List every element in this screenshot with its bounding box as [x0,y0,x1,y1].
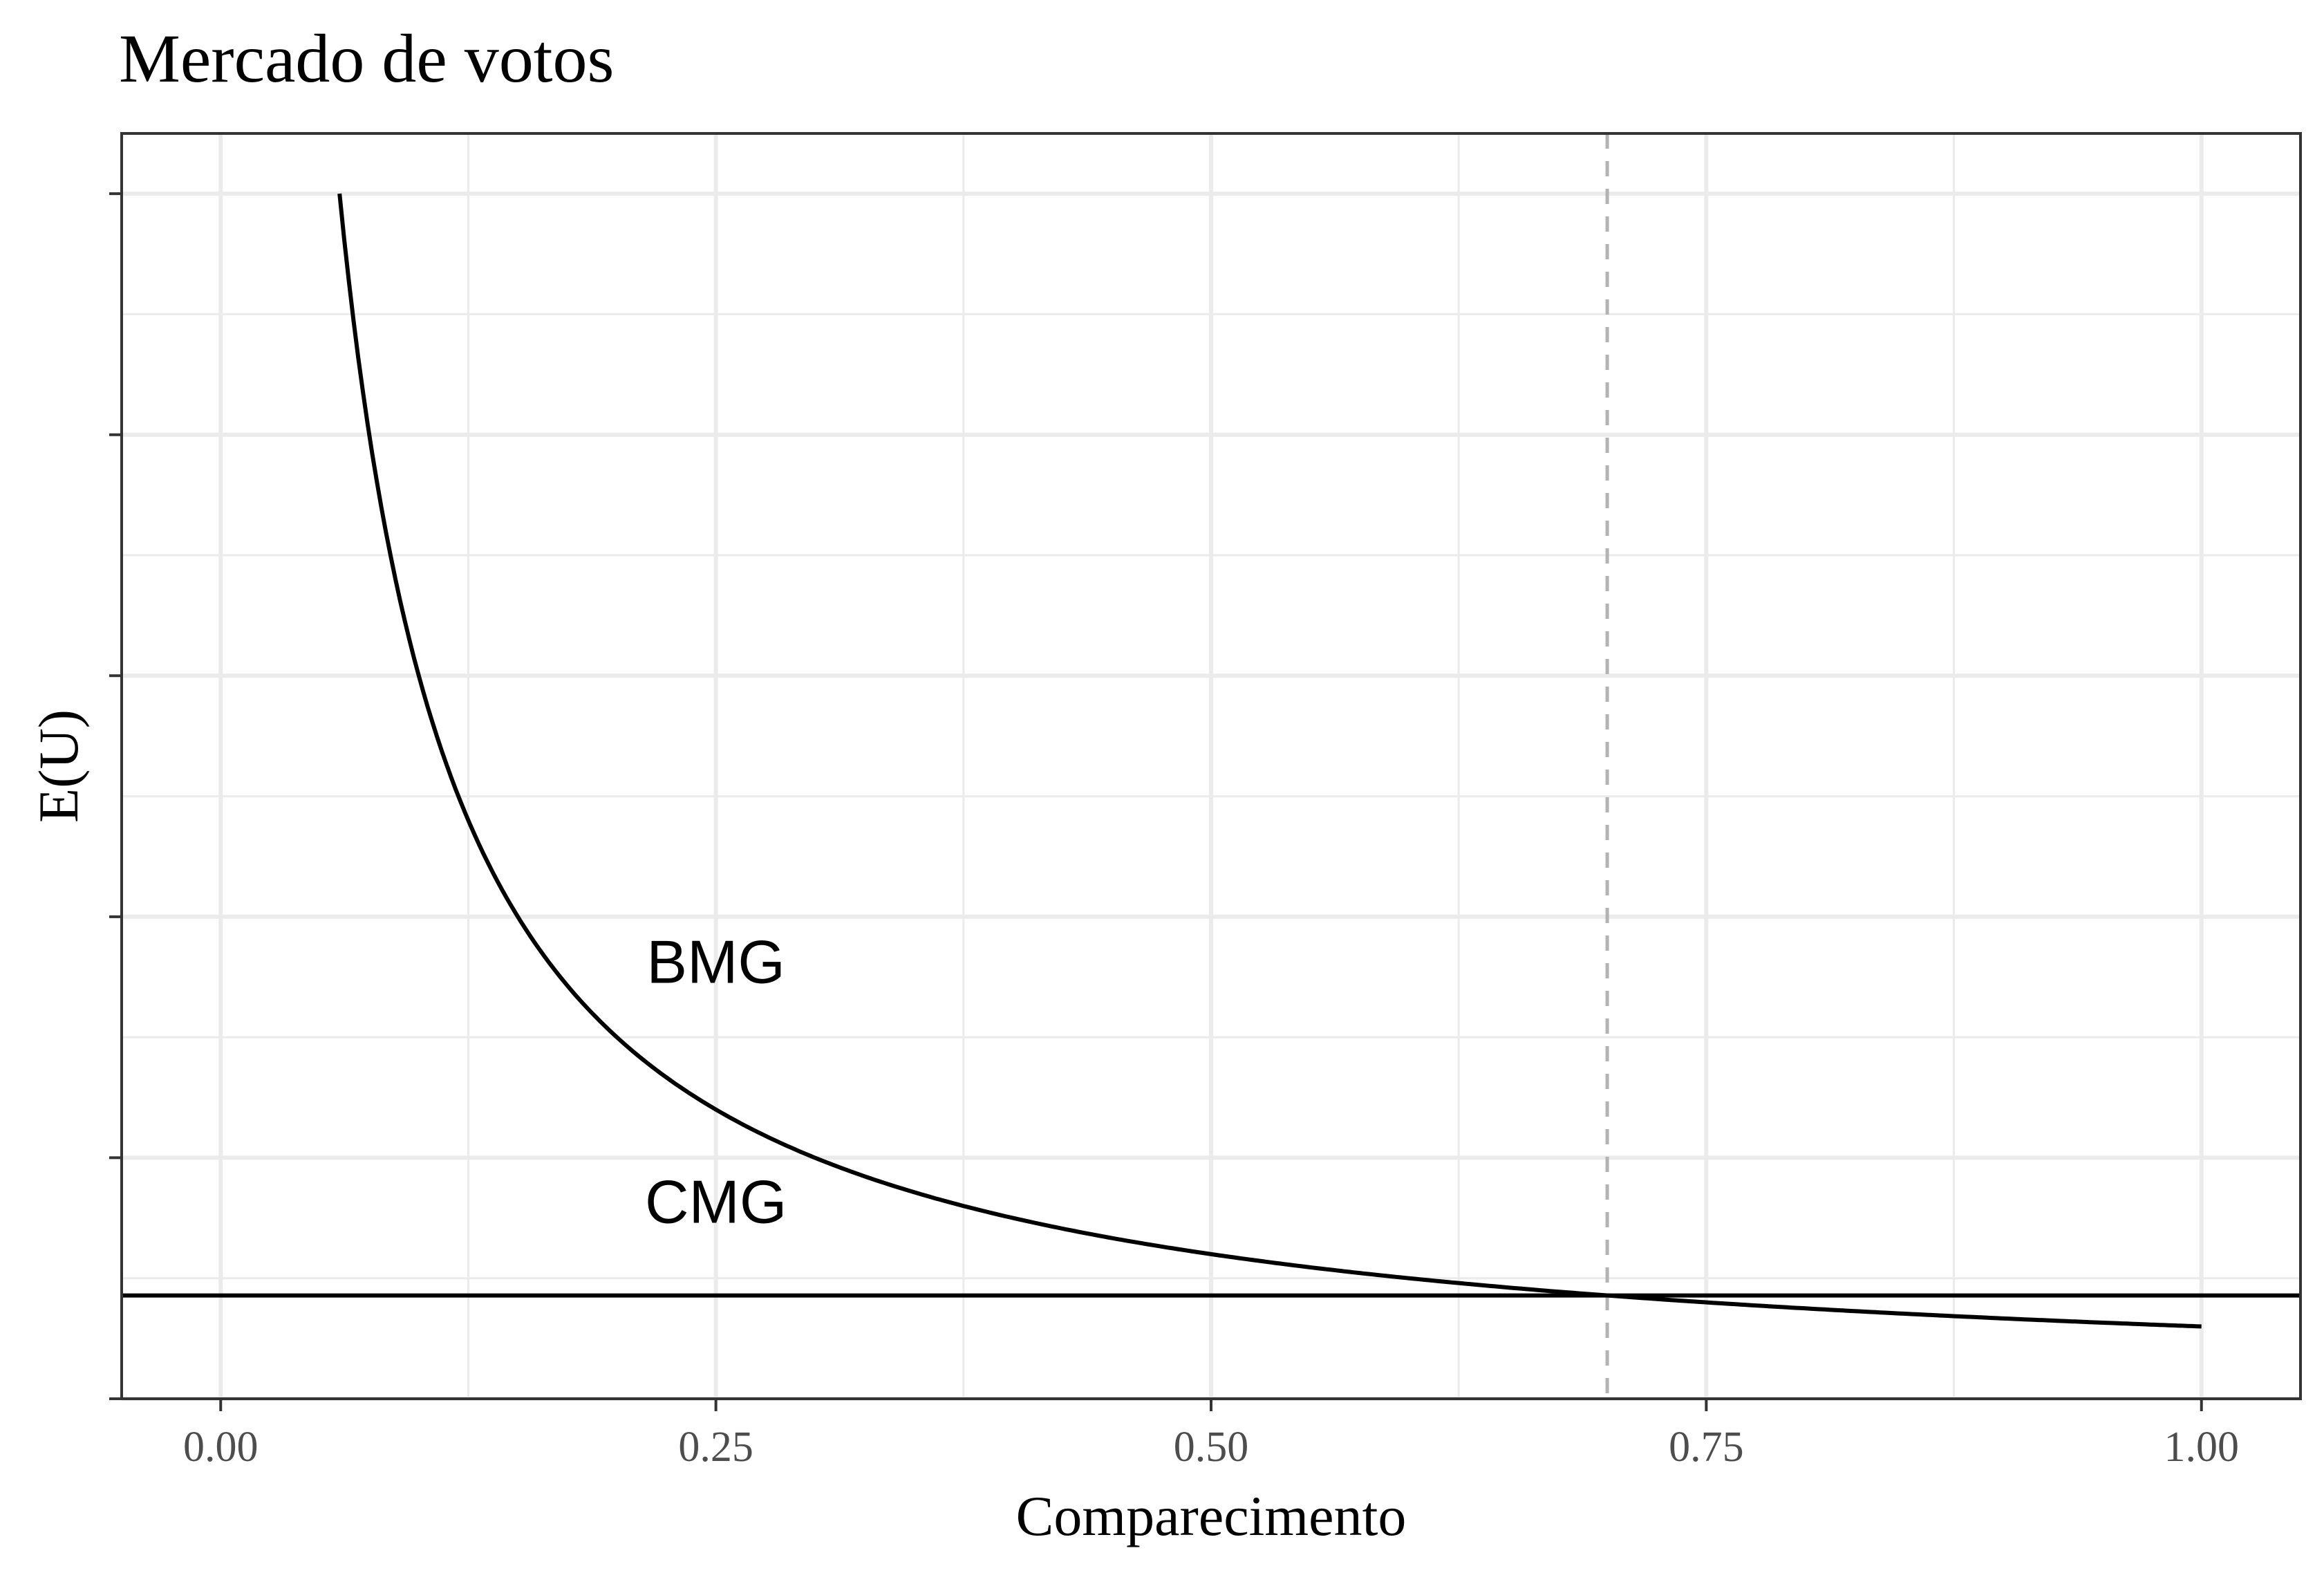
annotation-bmg: BMG [646,928,785,996]
x-tick-label: 1.00 [2164,1424,2239,1471]
x-tick-label: 0.25 [678,1424,753,1471]
y-axis-title: E(U) [27,709,90,823]
x-tick-label: 0.75 [1669,1424,1744,1471]
x-tick-label: 0.00 [183,1424,259,1471]
x-axis-ticks: 0.00 0.25 0.50 0.75 1.00 [183,1399,2239,1471]
y-axis-ticks [109,192,122,1400]
grid-major [122,133,2300,1401]
annotations: BMG CMG [645,928,787,1236]
x-axis-title: Comparecimento [1016,1484,1407,1547]
series-group [122,193,2300,1329]
annotation-cmg: CMG [645,1168,787,1236]
chart-title: Mercado de votos [119,20,614,97]
series-line-bmg [337,193,2202,1329]
x-tick-label: 0.50 [1174,1424,1249,1471]
